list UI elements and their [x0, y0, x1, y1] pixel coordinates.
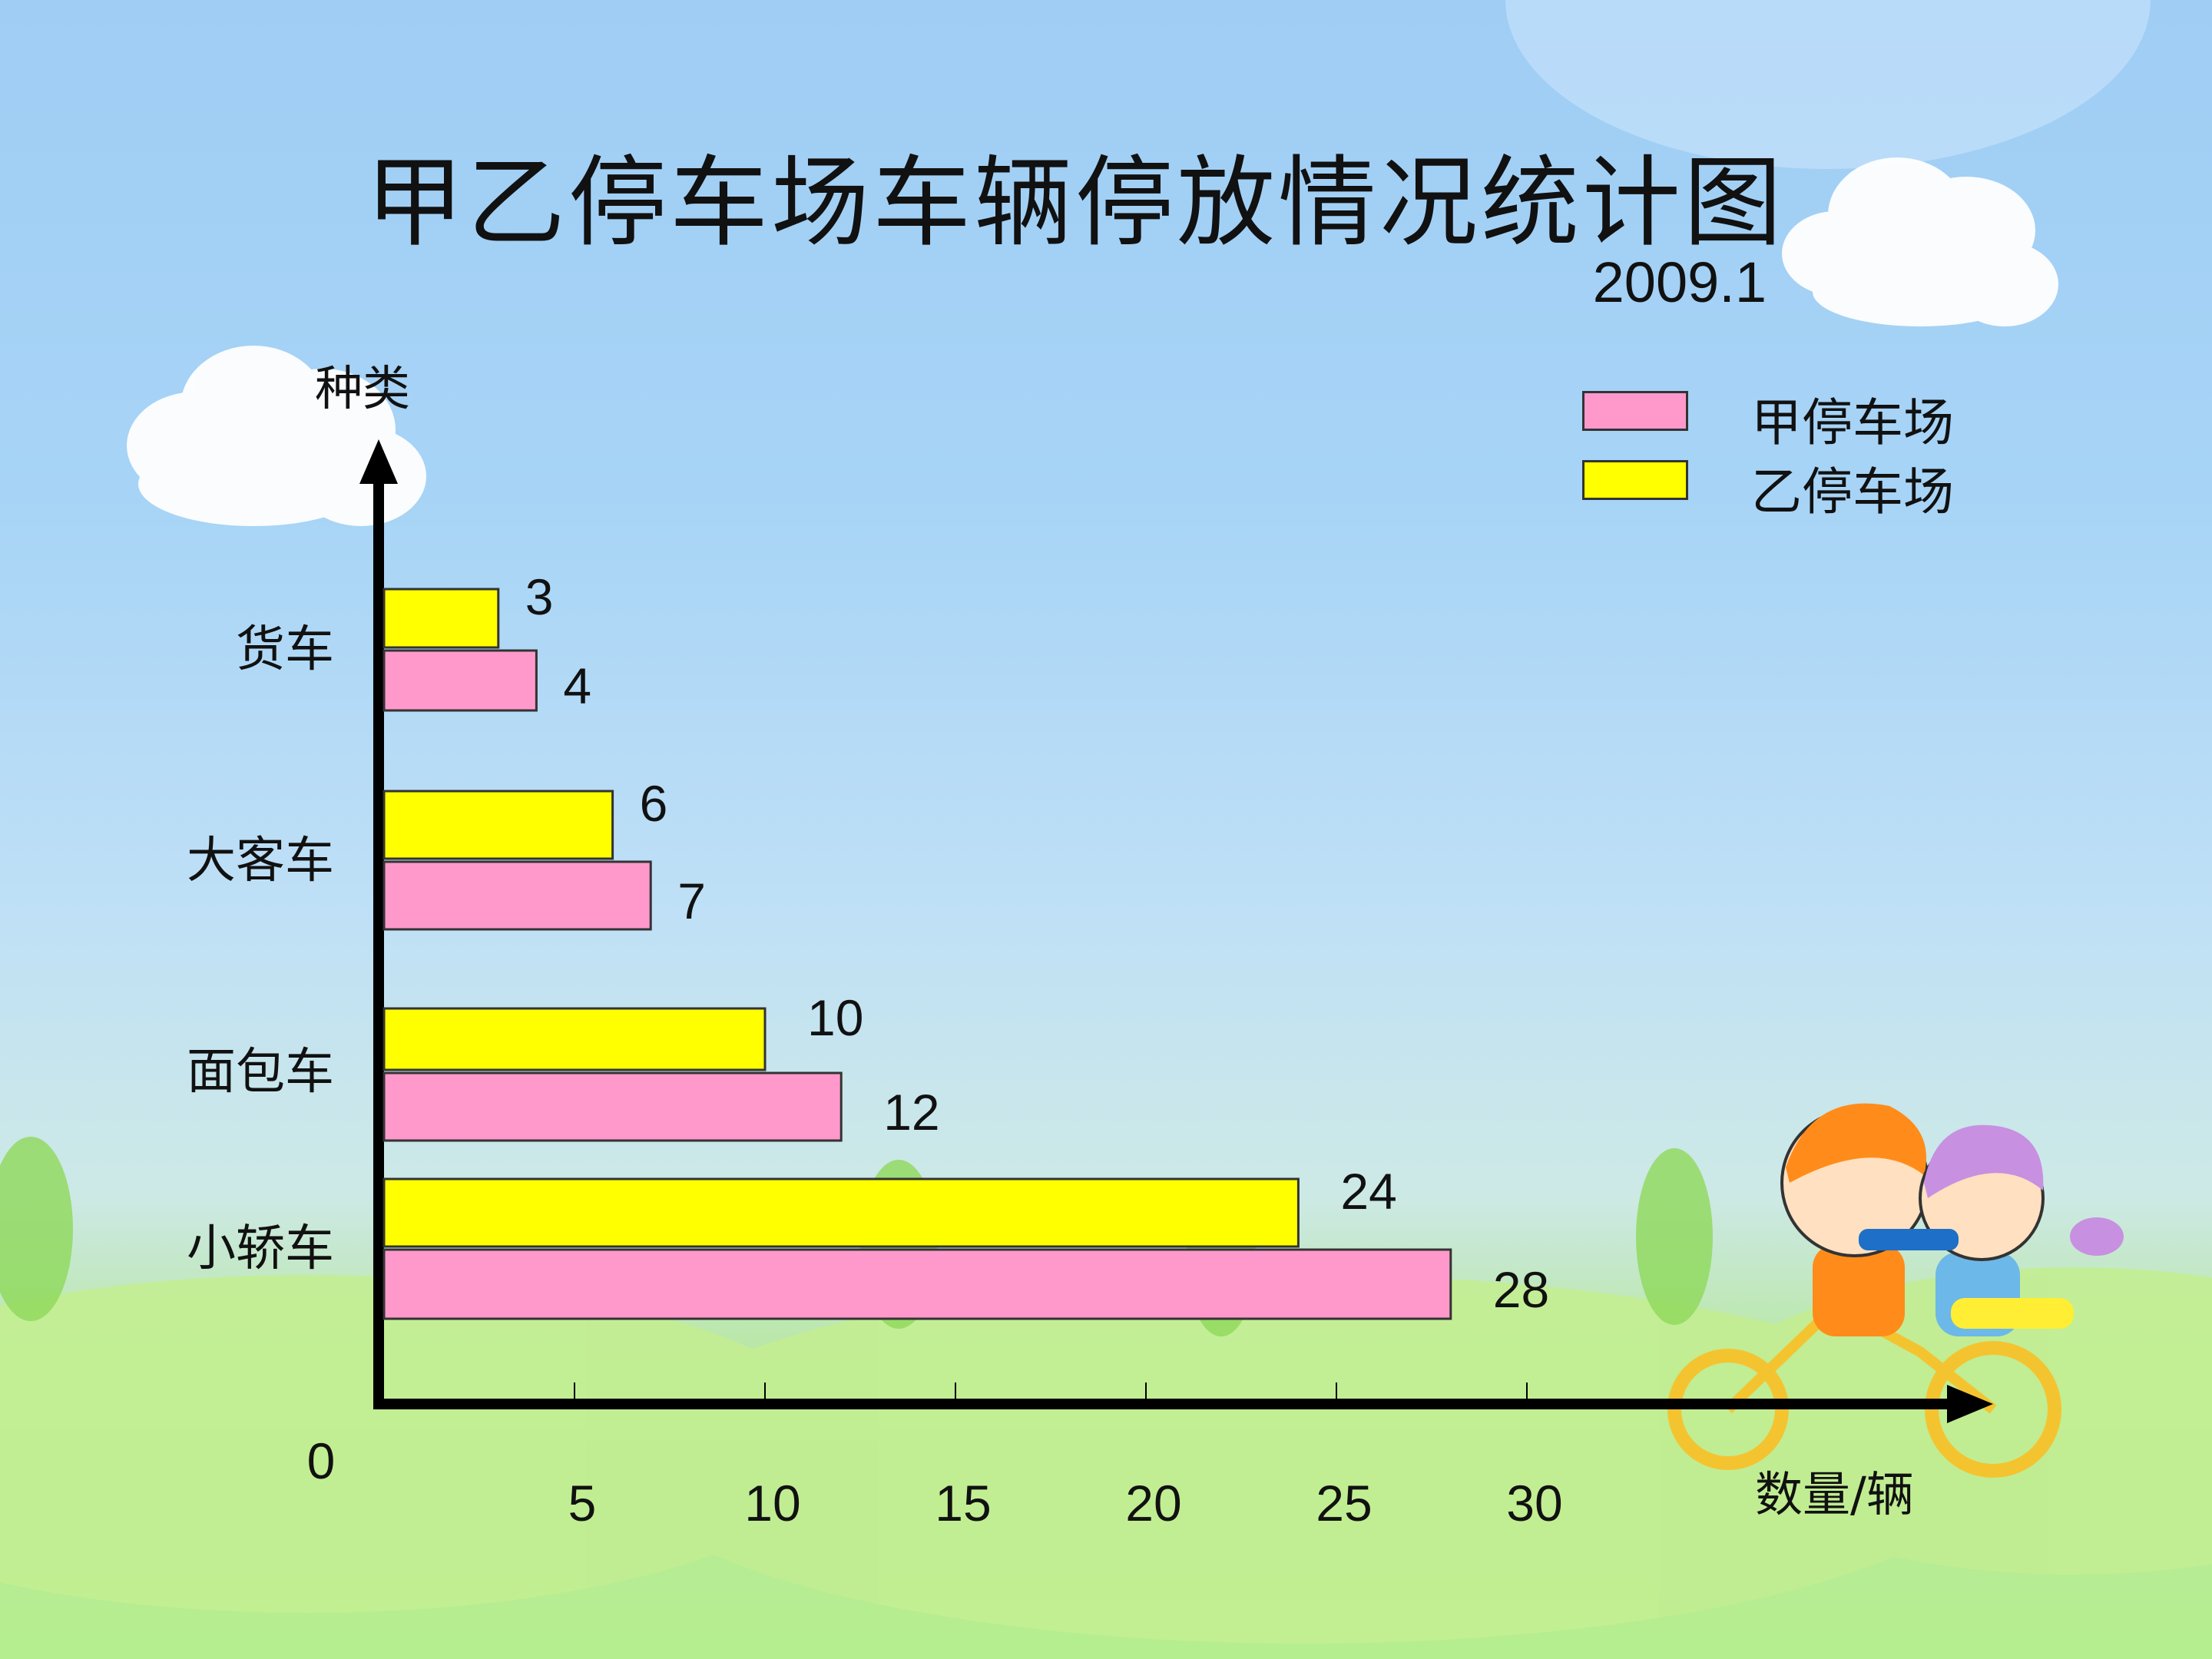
category-label: 货车 — [236, 621, 334, 678]
data-label: 3 — [525, 568, 554, 625]
bar-yi-1 — [382, 1007, 767, 1071]
bar-jia-3 — [382, 649, 538, 712]
chart-subtitle: 2009.1 — [1592, 250, 1767, 314]
category-labels: 小轿车 面包车 大客车 货车 — [187, 621, 334, 1277]
legend-item-jia: 甲停车场 — [1582, 388, 2043, 457]
cloud-right — [1782, 157, 2058, 326]
axes — [359, 439, 1993, 1423]
x-tick-label: 10 — [744, 1475, 800, 1532]
bar-jia-0 — [382, 1248, 1452, 1320]
x-axis-arrow — [1947, 1385, 1993, 1423]
legend-label-yi: 乙停车场 — [1751, 462, 1954, 522]
bar-yi-2 — [382, 790, 614, 860]
x-ticks: 0 5 10 15 20 25 30 — [307, 1382, 1563, 1532]
y-axis-label: 种类 — [315, 360, 411, 416]
x-tick-label: 5 — [568, 1475, 597, 1532]
legend-item-yi: 乙停车场 — [1582, 457, 2043, 526]
x-axis-label: 数量/辆 — [1755, 1466, 1914, 1522]
category-label: 小轿车 — [187, 1220, 334, 1277]
cloud-left — [127, 346, 426, 526]
x-tick-label: 20 — [1125, 1475, 1181, 1532]
data-label: 12 — [883, 1084, 939, 1141]
bar-yi-3 — [382, 588, 500, 649]
legend: 甲停车场 乙停车场 — [1582, 388, 2043, 526]
data-label: 4 — [563, 657, 591, 714]
bar-jia-1 — [382, 1071, 843, 1142]
data-label: 7 — [677, 873, 706, 929]
bar-yi-0 — [382, 1177, 1300, 1248]
y-axis-arrow — [359, 439, 398, 484]
chart-title: 甲乙停车场车辆停放情况统计图 — [365, 146, 1785, 260]
data-label: 10 — [807, 989, 863, 1046]
x-tick-label: 15 — [935, 1475, 991, 1532]
legend-swatch-jia — [1582, 391, 1688, 431]
legend-swatch-yi — [1582, 460, 1688, 500]
x-tick-label: 30 — [1506, 1475, 1562, 1532]
category-label: 大客车 — [187, 833, 334, 889]
data-label: 6 — [640, 775, 668, 832]
data-label: 24 — [1340, 1163, 1396, 1220]
legend-label-jia: 甲停车场 — [1751, 393, 1954, 452]
data-label: 28 — [1493, 1261, 1549, 1318]
x-tick-label: 0 — [307, 1432, 336, 1489]
bars: 24 28 10 12 67 34 — [382, 568, 1549, 1320]
bar-jia-2 — [382, 860, 652, 931]
category-label: 面包车 — [187, 1044, 334, 1101]
x-tick-label: 25 — [1316, 1475, 1372, 1532]
